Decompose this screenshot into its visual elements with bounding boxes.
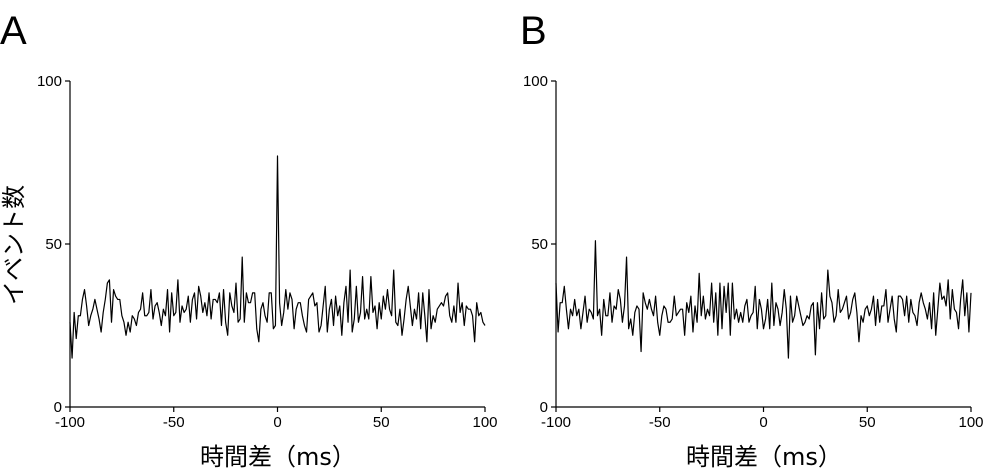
panel-a-y-tick-label-1: 50: [45, 236, 62, 253]
panel-a-x-ticks: -100 -50 0 50 100: [55, 407, 498, 431]
panel-b-y-tick-label-2: 100: [523, 73, 548, 90]
panel-b-x-axis-title: 時間差（ms）: [686, 443, 842, 471]
panel-a-x-tick-label-4: 100: [472, 414, 497, 431]
panel-b-y-ticks: 0 50 100: [523, 73, 556, 416]
panel-b: B -100 -50 0 50 100 0 50 100 時間差（ms）: [520, 9, 984, 471]
panel-b-x-tick-label-1: -50: [649, 414, 671, 431]
panel-b-series-line: [555, 240, 972, 359]
panel-a: A -100 -50 0 50 100 0 50 100 時間差（ms） イベント数: [0, 9, 498, 471]
panel-a-series-line: [69, 155, 486, 359]
panel-a-x-tick-label-2: 0: [273, 414, 281, 431]
panel-a-y-axis-title: イベント数: [0, 185, 28, 305]
panel-b-x-tick-label-3: 50: [859, 414, 876, 431]
panel-a-y-ticks: 0 50 100: [37, 73, 70, 416]
panel-a-x-tick-label-1: -50: [163, 414, 185, 431]
panel-a-y-tick-label-2: 100: [37, 73, 62, 90]
panel-b-x-tick-label-4: 100: [958, 414, 983, 431]
panel-a-y-tick-label-0: 0: [54, 399, 62, 416]
panel-b-x-ticks: -100 -50 0 50 100: [541, 407, 984, 431]
panel-b-y-tick-label-1: 50: [531, 236, 548, 253]
panel-b-x-tick-label-0: -100: [541, 414, 571, 431]
panel-b-label: B: [520, 9, 547, 53]
panel-a-axes: [69, 81, 485, 408]
panel-a-label: A: [0, 9, 27, 53]
panel-a-x-tick-label-3: 50: [373, 414, 390, 431]
panel-b-y-tick-label-0: 0: [540, 399, 548, 416]
panel-b-x-tick-label-2: 0: [759, 414, 767, 431]
panel-a-x-axis-title: 時間差（ms）: [200, 443, 356, 471]
panel-a-x-tick-label-0: -100: [55, 414, 85, 431]
panel-b-axes: [555, 81, 971, 408]
